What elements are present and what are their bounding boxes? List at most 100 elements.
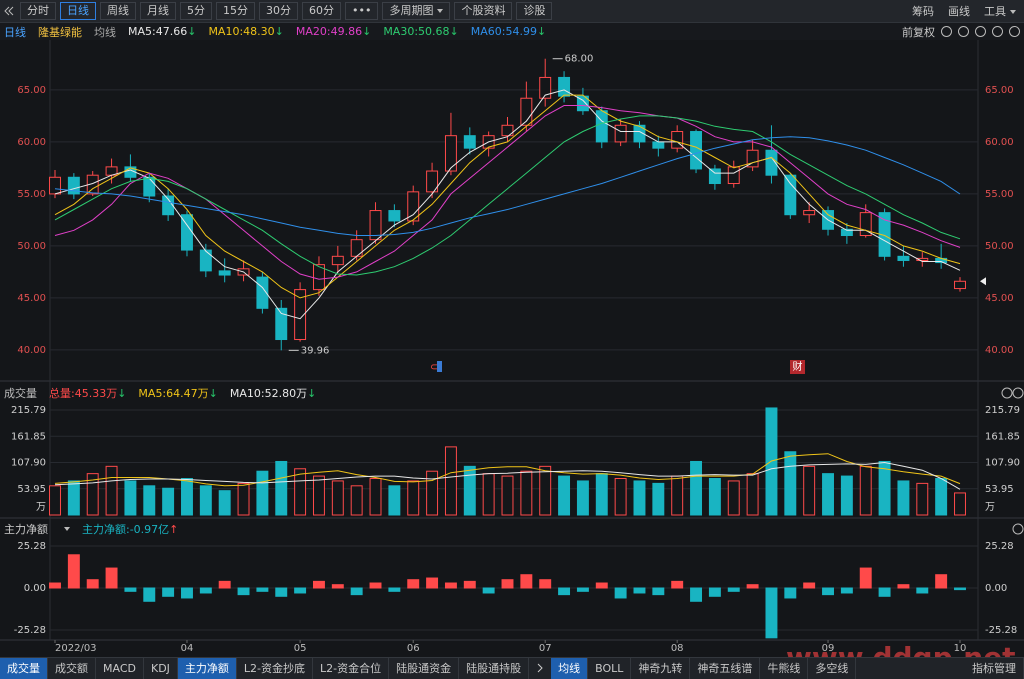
- icon[interactable]: [1009, 26, 1020, 37]
- bar: [859, 567, 872, 589]
- caret: [437, 9, 444, 13]
- toolbar-tab[interactable]: 诊股: [516, 2, 553, 20]
- bar: [199, 587, 212, 594]
- event-icon-glyph: ⊂: [430, 362, 438, 373]
- close-icons: [1001, 387, 1024, 535]
- toolbar-tab[interactable]: 15分: [216, 2, 255, 20]
- candle-body: [558, 76, 571, 97]
- y-tick-label: 55.00: [17, 189, 46, 200]
- bar: [444, 582, 457, 589]
- indicator-tab[interactable]: L2-资金合位: [313, 658, 390, 679]
- icon[interactable]: [941, 26, 952, 37]
- indicator-tab[interactable]: 神奇五线谱: [690, 658, 761, 679]
- bar: [162, 587, 175, 597]
- icon[interactable]: [958, 26, 969, 37]
- y-tick-label: 50.00: [17, 241, 46, 252]
- toolbar-tab[interactable]: •••: [345, 2, 379, 20]
- bar: [426, 577, 439, 589]
- indicator-tab[interactable]: 成交额: [48, 658, 96, 679]
- candle-body: [690, 131, 703, 170]
- indicator-tab[interactable]: BOLL: [588, 658, 632, 679]
- bar: [859, 465, 872, 516]
- toolbar-tool[interactable]: 筹码: [912, 5, 934, 18]
- bar: [878, 460, 891, 516]
- toolbar-tab[interactable]: 30分: [259, 2, 298, 20]
- legend-entry: MA5:47.66↓: [128, 25, 196, 38]
- indicator-tab[interactable]: 牛熊线: [760, 658, 809, 679]
- toolbar-tab[interactable]: 分时: [20, 2, 56, 20]
- indicator-tab[interactable]: 神奇九转: [631, 658, 691, 679]
- indicator-manage[interactable]: 指标管理: [965, 658, 1024, 679]
- toolbar-tab[interactable]: 月线: [140, 2, 176, 20]
- panel-title[interactable]: 主力净额: [4, 523, 48, 536]
- candle-body: [199, 249, 212, 272]
- toolbar-tab[interactable]: 周线: [100, 2, 136, 20]
- bar: [181, 478, 193, 516]
- candle-body: [727, 166, 740, 185]
- y-tick-label: 40.00: [17, 345, 46, 356]
- bar: [181, 587, 193, 599]
- indicator-tabs: 成交量 成交额 MACD KDJ 主力净额 L2-资金抄底 L2-资金合位 陆股通资金 陆股通持…: [0, 657, 1024, 679]
- icon: [1012, 387, 1024, 399]
- bar: [595, 582, 608, 589]
- toolbar-tool[interactable]: 工具: [984, 3, 1016, 19]
- legend-label: MA5:47.66: [128, 25, 188, 38]
- collapse-icon[interactable]: [0, 0, 16, 22]
- indicator-tab[interactable]: 陆股通持股: [459, 658, 530, 679]
- legend-trend: ↓: [187, 25, 197, 38]
- legend-trend: ↓: [362, 25, 372, 38]
- y-tick-label-right: 40.00: [985, 345, 1014, 356]
- x-tick-label: 08: [671, 643, 684, 654]
- indicator-tab[interactable]: 主力净额: [177, 658, 237, 679]
- y-tick-label: -25.28: [14, 625, 46, 636]
- bar: [897, 584, 910, 589]
- y-tick-label-right: -25.28: [985, 625, 1017, 636]
- icon[interactable]: [975, 26, 986, 37]
- bar: [576, 480, 589, 516]
- bar: [294, 468, 307, 516]
- toolbar-tool[interactable]: 画线: [948, 5, 970, 18]
- candle-body: [331, 255, 344, 266]
- bar: [388, 485, 401, 516]
- candle-body: [162, 195, 175, 216]
- event-icon: ⊂: [430, 361, 442, 373]
- x-tick-label: 05: [294, 643, 307, 654]
- extreme-label: 39.96: [301, 345, 330, 356]
- candle-body: [576, 95, 589, 112]
- indicator-tab[interactable]: 均线: [551, 658, 589, 679]
- indicator-tab[interactable]: 成交量: [0, 658, 48, 679]
- candle-body: [897, 255, 910, 261]
- y-tick-label: 25.28: [17, 541, 46, 552]
- adjust[interactable]: 前复权: [902, 25, 935, 39]
- bar: [633, 587, 646, 594]
- indicator-tab[interactable]: 多空线: [808, 658, 857, 679]
- toolbar-tab[interactable]: 日线: [60, 2, 96, 20]
- bar: [86, 579, 99, 589]
- indicator-tab[interactable]: 陆股通资金: [389, 658, 460, 679]
- toolbar-tab[interactable]: 个股资料: [454, 2, 513, 20]
- candle-body: [595, 110, 608, 143]
- indicator-tab[interactable]: MACD: [96, 658, 144, 679]
- ma-line: [54, 115, 961, 276]
- y-tick-label: 45.00: [17, 293, 46, 304]
- toolbar-tab[interactable]: 多周期图: [382, 2, 451, 20]
- bar: [369, 582, 382, 589]
- bar: [878, 587, 891, 597]
- indicator-tab[interactable]: KDJ: [144, 658, 178, 679]
- toolbar-tab[interactable]: 60分: [302, 2, 341, 20]
- bar: [86, 473, 99, 516]
- icon[interactable]: [992, 26, 1003, 37]
- candle-body: [444, 135, 457, 172]
- bar: [501, 475, 514, 516]
- bar: [539, 465, 552, 516]
- legend-label: MA20:49.86: [295, 25, 363, 38]
- candle-body: [539, 76, 552, 99]
- bar: [558, 475, 571, 516]
- indicator-tab[interactable]: L2-资金抄底: [237, 658, 314, 679]
- toolbar-tab[interactable]: 5分: [180, 2, 212, 20]
- tabs-scroll[interactable]: [529, 657, 551, 679]
- bar: [633, 480, 646, 516]
- event-badge: [790, 360, 805, 374]
- legend-trend: ↓: [274, 25, 284, 38]
- bar: [67, 554, 80, 589]
